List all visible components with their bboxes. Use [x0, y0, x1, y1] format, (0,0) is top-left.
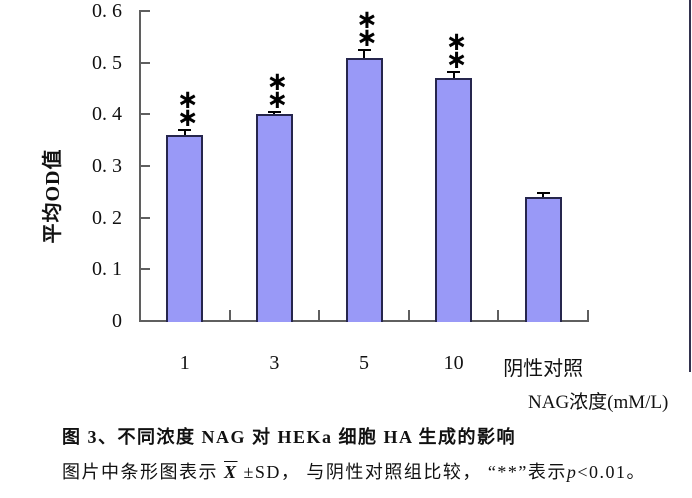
xbar-mean-symbol: X — [224, 462, 238, 482]
bar-阴性对照 — [524, 197, 562, 322]
figure-caption-title: 图 3、不同浓度 NAG 对 HEKa 细胞 HA 生成的影响 — [62, 427, 517, 447]
bar-5 — [345, 57, 383, 322]
caption-note-text-3: <0.01。 — [577, 462, 647, 482]
y-axis-tick — [141, 10, 150, 12]
caption-note-text-1: 图片中条形图表示 — [62, 462, 224, 482]
y-tick-label: 0 — [112, 310, 122, 332]
error-bar-cap — [267, 110, 281, 113]
chart-frame-right-border — [689, 0, 691, 372]
x-tick-label: 5 — [359, 352, 369, 374]
x-axis-title: NAG浓度(mM/L) — [528, 392, 669, 413]
x-tick-label: 3 — [269, 352, 280, 374]
y-tick-label: 0. 2 — [92, 206, 122, 229]
x-tick-label: 1 — [179, 352, 190, 374]
error-bar-stem — [452, 71, 455, 84]
y-tick-label: 0. 3 — [92, 155, 122, 177]
figure-caption-note: 图片中条形图表示 X ±SD， 与阴性对照组比较， “**”表示p<0.01。 — [62, 458, 646, 484]
error-bar-cap — [178, 128, 192, 131]
y-axis-tick — [141, 216, 150, 219]
x-axis-tick — [228, 310, 231, 321]
x-tick-label: 10 — [443, 352, 464, 374]
y-tick-label: 0. 5 — [92, 51, 122, 74]
x-tick-label: 阴性对照 — [503, 358, 584, 380]
bar-10 — [435, 78, 473, 322]
x-axis-tick — [587, 310, 589, 321]
bar-3 — [255, 114, 293, 322]
x-axis-tick — [407, 310, 410, 321]
significance-stars: ∗ ∗ — [266, 66, 289, 115]
error-bar-cap — [357, 48, 371, 51]
y-axis-line — [139, 10, 141, 322]
error-bar-stem — [363, 49, 365, 63]
error-bar-cap — [447, 70, 461, 73]
p-value-symbol: p — [566, 462, 578, 482]
caption-note-text-2: ±SD， 与阴性对照组比较， “**”表示 — [237, 462, 567, 482]
x-axis-tick — [318, 310, 321, 321]
bar-1 — [166, 135, 204, 322]
y-tick-label: 0. 4 — [92, 103, 122, 126]
error-bar-cap — [536, 191, 550, 194]
x-axis-tick — [497, 310, 500, 321]
y-tick-label: 0. 1 — [92, 258, 122, 281]
significance-stars: ∗ ∗ — [356, 4, 378, 53]
y-axis-tick — [141, 165, 150, 167]
y-tick-label: 0. 6 — [92, 0, 122, 22]
significance-stars: ∗ ∗ — [445, 26, 468, 75]
y-axis-tick — [141, 113, 150, 116]
y-axis-tick — [141, 268, 150, 271]
significance-stars: ∗ ∗ — [176, 84, 199, 133]
y-axis-tick — [141, 61, 150, 64]
error-bar-stem — [183, 129, 186, 140]
